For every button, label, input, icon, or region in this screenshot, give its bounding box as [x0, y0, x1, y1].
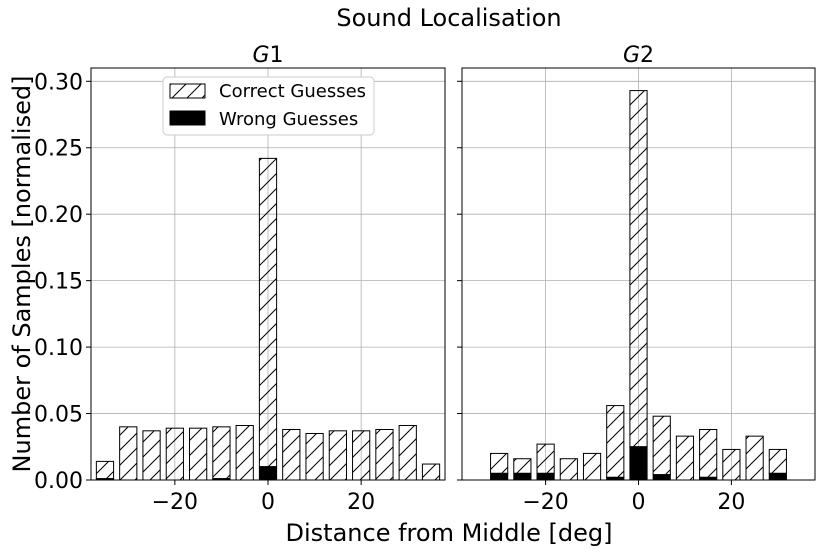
bar-correct: [768, 448, 787, 474]
x-tick-label: 20: [717, 490, 745, 515]
ticks: −20 0 20 0.00 0.05 0.10 0.15 0.20 0.25 0.30: [34, 70, 375, 515]
bar-correct: [352, 430, 371, 481]
bar-correct: [142, 430, 161, 481]
panel-title-prefix: G: [252, 43, 269, 68]
bar-correct: [699, 428, 718, 478]
bar-correct: [675, 435, 695, 481]
legend: Correct Guesses Wrong Guesses: [162, 76, 375, 136]
figure-title: Sound Localisation: [336, 4, 561, 32]
panel-title-suffix: 1: [270, 43, 284, 68]
y-tick-label: 0.25: [34, 137, 83, 162]
x-axis-label: Distance from Middle [deg]: [286, 519, 613, 547]
panel-title-prefix: G: [623, 43, 640, 68]
bars: [490, 90, 787, 481]
bar-correct: [582, 452, 602, 481]
x-tick-label: 0: [632, 490, 646, 515]
bar-correct: [258, 157, 278, 468]
bar-correct: [375, 428, 394, 481]
bar-correct: [282, 428, 301, 481]
y-tick-label: 0.30: [34, 70, 83, 95]
bar-correct: [305, 432, 324, 481]
panel-title-suffix: 2: [640, 43, 654, 68]
bar-correct: [652, 415, 671, 476]
x-tick-label: 0: [261, 490, 275, 515]
y-axis-label: Number of Samples [normalised]: [8, 76, 36, 473]
y-tick-label: 0.10: [34, 336, 83, 361]
bar-correct: [629, 90, 648, 448]
bar-correct: [421, 463, 441, 481]
x-tick-label: 20: [347, 490, 375, 515]
bars: [95, 157, 441, 481]
bar-correct: [606, 405, 625, 478]
panel-title: G1: [252, 43, 283, 68]
legend-label-wrong: Wrong Guesses: [219, 109, 358, 130]
x-tick-label: −20: [522, 490, 568, 515]
y-tick-label: 0.15: [34, 270, 83, 295]
bar-correct: [490, 452, 509, 474]
bar-correct: [235, 425, 254, 481]
bar-correct: [189, 427, 208, 481]
bar-correct: [212, 426, 231, 480]
bar-correct: [328, 430, 347, 481]
bar-wrong: [490, 472, 509, 481]
panel-g2: −20 0 20 G2: [457, 43, 816, 515]
legend-box: [162, 76, 375, 136]
bar-correct: [559, 458, 578, 481]
bar-correct: [536, 443, 555, 474]
y-tick-label: 0.00: [34, 469, 83, 494]
bar-wrong: [258, 466, 278, 481]
legend-swatch-wrong: [169, 110, 206, 126]
y-tick-label: 0.20: [34, 203, 83, 228]
bar-wrong: [768, 472, 787, 481]
bar-correct: [513, 458, 532, 474]
bar-correct: [722, 448, 741, 481]
y-tick-label: 0.05: [34, 403, 83, 428]
bar-correct: [165, 427, 184, 481]
bar-correct: [95, 460, 115, 480]
ticks: −20 0 20: [457, 80, 745, 515]
panel-g1: −20 0 20 0.00 0.05 0.10 0.15 0.20 0.25 0.30 G1: [34, 43, 446, 515]
bar-wrong: [652, 474, 671, 481]
panel-title: G2: [623, 43, 654, 68]
bar-wrong: [629, 446, 648, 481]
bar-wrong: [536, 472, 555, 481]
x-tick-label: −20: [152, 490, 198, 515]
legend-label-correct: Correct Guesses: [219, 81, 366, 102]
bar-correct: [398, 425, 417, 481]
bar-wrong: [513, 472, 532, 481]
bar-correct: [745, 435, 764, 481]
bar-correct: [119, 426, 138, 481]
legend-swatch-correct: [169, 83, 206, 99]
